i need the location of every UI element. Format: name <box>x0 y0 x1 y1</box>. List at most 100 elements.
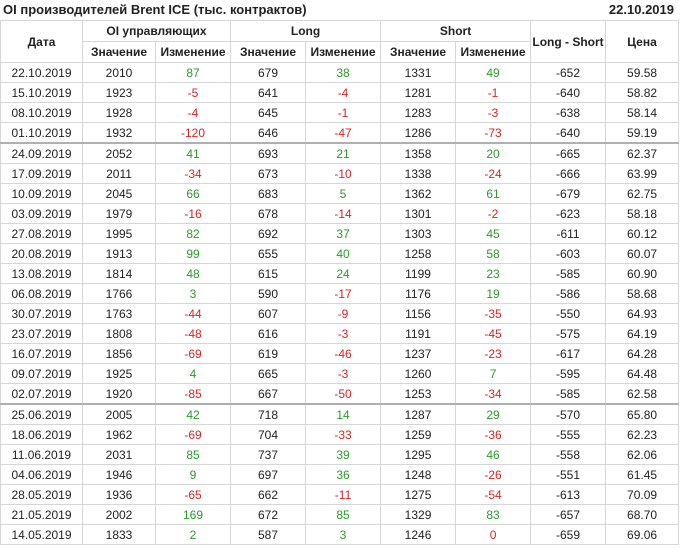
value-cell: 69.06 <box>605 524 680 545</box>
value-cell: 1856 <box>82 343 156 364</box>
value-cell: 1362 <box>380 183 457 204</box>
value-cell: 65.80 <box>605 403 680 425</box>
table-row: 08.10.2019 1928 -4 645 -1 1283 -3 -638 58.14 <box>0 102 680 123</box>
value-cell: -16 <box>154 203 232 224</box>
value-cell: 4 <box>154 363 232 384</box>
value-cell: 1923 <box>82 82 156 103</box>
value-cell: 1156 <box>380 303 457 324</box>
value-cell: -23 <box>455 343 532 364</box>
value-cell: 1259 <box>380 424 457 445</box>
sub-header: Значение <box>82 41 156 63</box>
value-cell: -575 <box>530 323 607 344</box>
date-cell: 01.10.2019 <box>0 122 83 144</box>
value-cell: 64.48 <box>605 363 680 384</box>
value-cell: 3 <box>305 524 382 545</box>
date-cell: 11.06.2019 <box>0 444 83 465</box>
value-cell: -3 <box>305 363 382 384</box>
value-cell: 60.12 <box>605 223 680 244</box>
sub-header: Значение <box>380 41 457 63</box>
value-cell: 718 <box>230 403 307 425</box>
table-row: 04.06.2019 1946 9 697 36 1248 -26 -551 61.45 <box>0 464 680 485</box>
date-cell: 20.08.2019 <box>0 243 83 264</box>
table-row: 21.05.2019 2002 169 672 85 1329 83 -657 68.70 <box>0 504 680 525</box>
value-cell: 1275 <box>380 484 457 505</box>
table-row: 03.09.2019 1979 -16 678 -14 1301 -2 -623 58.18 <box>0 203 680 224</box>
cot-table: Дата OI управляющих Long Short Long - Sh… <box>0 20 680 545</box>
date-cell: 17.09.2019 <box>0 163 83 184</box>
value-cell: 85 <box>154 444 232 465</box>
value-cell: -50 <box>305 383 382 405</box>
date-cell: 27.08.2019 <box>0 223 83 244</box>
value-cell: -4 <box>305 82 382 103</box>
value-cell: 1962 <box>82 424 156 445</box>
value-cell: 662 <box>230 484 307 505</box>
date-cell: 28.05.2019 <box>0 484 83 505</box>
value-cell: -73 <box>455 122 532 144</box>
value-cell: -65 <box>154 484 232 505</box>
value-cell: -679 <box>530 183 607 204</box>
value-cell: 40 <box>305 243 382 264</box>
value-cell: 62.37 <box>605 142 680 164</box>
value-cell: 665 <box>230 363 307 384</box>
value-cell: 62.06 <box>605 444 680 465</box>
value-cell: -14 <box>305 203 382 224</box>
value-cell: 1946 <box>82 464 156 485</box>
value-cell: -9 <box>305 303 382 324</box>
value-cell: 87 <box>154 62 232 83</box>
value-cell: 607 <box>230 303 307 324</box>
date-cell: 22.10.2019 <box>0 62 83 83</box>
value-cell: 58.18 <box>605 203 680 224</box>
value-cell: 20 <box>455 142 532 164</box>
value-cell: 45 <box>455 223 532 244</box>
value-cell: 1995 <box>82 223 156 244</box>
value-cell: 1979 <box>82 203 156 224</box>
value-cell: -666 <box>530 163 607 184</box>
value-cell: -120 <box>154 122 232 144</box>
value-cell: -11 <box>305 484 382 505</box>
value-cell: 683 <box>230 183 307 204</box>
column-header: Short <box>380 20 532 42</box>
value-cell: 1283 <box>380 102 457 123</box>
value-cell: -611 <box>530 223 607 244</box>
value-cell: -657 <box>530 504 607 525</box>
value-cell: 1301 <box>380 203 457 224</box>
value-cell: 2011 <box>82 163 156 184</box>
value-cell: 1925 <box>82 363 156 384</box>
table-row: 25.06.2019 2005 42 718 14 1287 29 -570 65.80 <box>0 403 680 425</box>
report-date: 22.10.2019 <box>608 2 674 17</box>
value-cell: 1281 <box>380 82 457 103</box>
value-cell: 66 <box>154 183 232 204</box>
value-cell: -551 <box>530 464 607 485</box>
value-cell: 3 <box>154 283 232 304</box>
value-cell: 1913 <box>82 243 156 264</box>
value-cell: -585 <box>530 263 607 284</box>
value-cell: 68.70 <box>605 504 680 525</box>
value-cell: 41 <box>154 142 232 164</box>
value-cell: -34 <box>455 383 532 405</box>
value-cell: 704 <box>230 424 307 445</box>
sub-header: Значение <box>230 41 307 63</box>
date-cell: 15.10.2019 <box>0 82 83 103</box>
value-cell: 1199 <box>380 263 457 284</box>
value-cell: -44 <box>154 303 232 324</box>
date-cell: 09.07.2019 <box>0 363 83 384</box>
value-cell: 42 <box>154 403 232 425</box>
value-cell: 70.09 <box>605 484 680 505</box>
value-cell: 1329 <box>380 504 457 525</box>
value-cell: 1237 <box>380 343 457 364</box>
table-row: 20.08.2019 1913 99 655 40 1258 58 -603 60.07 <box>0 243 680 264</box>
table-row: 14.05.2019 1833 2 587 3 1246 0 -659 69.06 <box>0 524 680 545</box>
value-cell: 99 <box>154 243 232 264</box>
date-cell: 04.06.2019 <box>0 464 83 485</box>
value-cell: 645 <box>230 102 307 123</box>
table-row: 17.09.2019 2011 -34 673 -10 1338 -24 -666 63.99 <box>0 163 680 184</box>
value-cell: 2045 <box>82 183 156 204</box>
value-cell: -85 <box>154 383 232 405</box>
value-cell: 2031 <box>82 444 156 465</box>
value-cell: 692 <box>230 223 307 244</box>
date-cell: 08.10.2019 <box>0 102 83 123</box>
value-cell: 39 <box>305 444 382 465</box>
table-row: 24.09.2019 2052 41 693 21 1358 20 -665 62.37 <box>0 142 680 164</box>
value-cell: 1176 <box>380 283 457 304</box>
value-cell: -1 <box>455 82 532 103</box>
